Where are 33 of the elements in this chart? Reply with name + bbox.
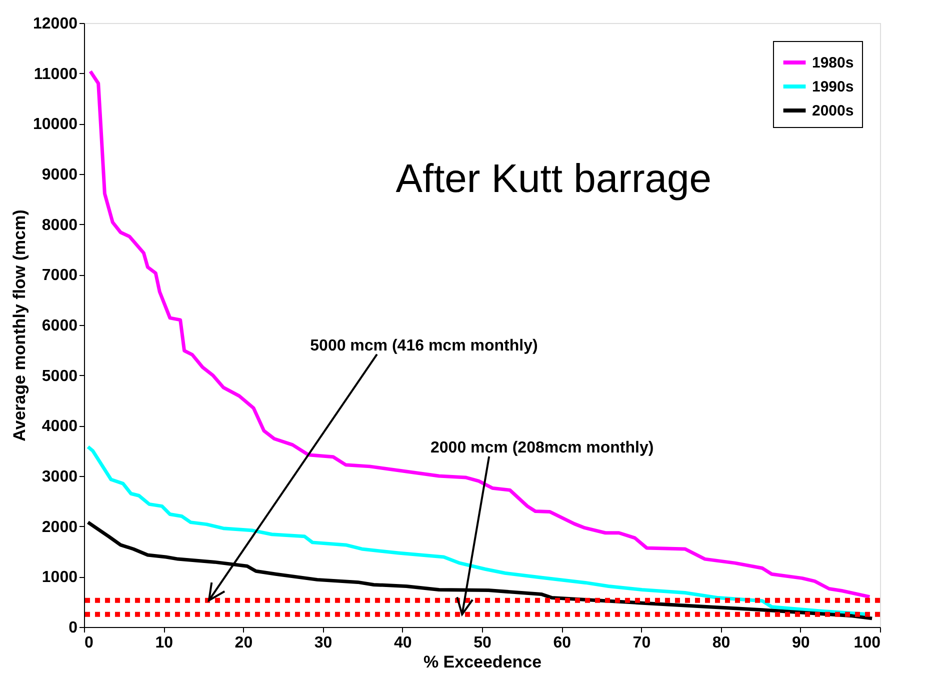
x-tick-label: 20 [234,634,253,652]
y-tick-label: 7000 [42,267,78,284]
line-series [88,70,872,599]
x-tick-label: 70 [632,634,651,652]
x-tick-label: 40 [394,634,412,652]
x-tick-label: 60 [553,634,572,652]
y-tick-label: 1000 [42,569,78,586]
x-tick-label: 10 [155,634,174,652]
annotation: After Kutt barrage [396,157,712,202]
y-tick-label: 8000 [42,216,78,234]
x-axis-title: % Exceedence [423,652,542,672]
x-tick-label: 100 [854,634,881,652]
y-tick-label: 6000 [42,318,78,334]
y-axis-title: Average monthly flow (mcm) [10,210,30,442]
x-tick-label: 80 [712,634,730,652]
annotation: 5000 mcm (416 mcm monthly) [310,337,538,354]
legend-label: 1980s [812,54,854,72]
legend-label: 1990s [812,78,854,96]
y-tick-label: 9000 [42,166,78,184]
y-tick-label: 3000 [42,468,78,486]
x-tick-label: 0 [84,634,94,652]
x-tick-label: 30 [314,634,332,652]
y-tick-label: 10000 [33,116,78,134]
annotation: 2000 mcm (208mcm monthly) [430,439,654,456]
y-tick-label: 5000 [42,368,78,385]
legend-label: 2000s [812,102,854,120]
y-tick-label: 11000 [34,66,78,83]
x-tick-label: 90 [792,634,810,652]
x-tick-label: 50 [474,634,492,652]
y-tick-label: 12000 [33,16,78,32]
y-tick-label: 0 [68,620,78,636]
y-tick-label: 2000 [42,518,78,536]
y-tick-label: 4000 [42,418,78,436]
